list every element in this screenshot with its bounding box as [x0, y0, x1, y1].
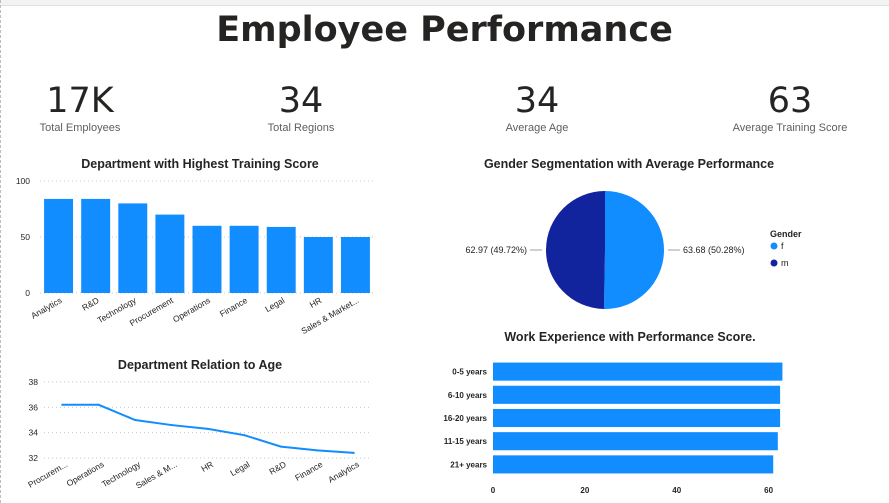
- legend-marker[interactable]: [770, 259, 778, 267]
- data-point[interactable]: [316, 449, 319, 452]
- y-tick-label: 34: [29, 428, 39, 438]
- bar[interactable]: [493, 362, 783, 381]
- bar[interactable]: [81, 198, 111, 293]
- data-point[interactable]: [243, 434, 246, 437]
- kpi-card-total-employees[interactable]: 17K Total Employees: [0, 82, 160, 134]
- bar[interactable]: [493, 408, 781, 428]
- kpi-label: Total Regions: [267, 122, 335, 134]
- y-tick-label: 11-15 years: [444, 437, 488, 446]
- pie-slice[interactable]: [546, 191, 605, 309]
- window-top-strip: [0, 0, 889, 6]
- window-left-edge: [0, 0, 2, 503]
- legend-title: Gender: [770, 229, 802, 239]
- y-tick-label: 21+ years: [450, 460, 487, 469]
- x-tick-label: 20: [580, 486, 589, 495]
- y-tick-label: 50: [21, 232, 31, 242]
- x-tick-label: Legal: [228, 459, 251, 478]
- y-tick-label: 0-5 years: [452, 368, 487, 377]
- x-tick-label: Analytics: [326, 459, 360, 485]
- x-tick-label: 60: [764, 486, 773, 495]
- kpi-label: Average Training Score: [732, 122, 848, 134]
- y-tick-label: 38: [29, 377, 39, 387]
- kpi-card-average-age[interactable]: 34 Average Age: [457, 82, 617, 134]
- x-tick-label: R&D: [267, 459, 288, 477]
- y-tick-label: 100: [16, 176, 30, 186]
- kpi-label: Average Age: [505, 122, 569, 134]
- y-tick-label: 0: [25, 288, 30, 298]
- bar[interactable]: [493, 455, 774, 474]
- x-tick-label: R&D: [80, 295, 101, 313]
- bar[interactable]: [493, 385, 781, 404]
- kpi-value: 63: [767, 81, 813, 121]
- chart-title: Department Relation to Age: [118, 358, 282, 372]
- x-tick-label: Procurem...: [26, 459, 69, 490]
- data-point[interactable]: [207, 427, 209, 430]
- x-tick-label: Finance: [218, 295, 249, 319]
- y-tick-label: 32: [29, 453, 39, 463]
- data-point[interactable]: [97, 403, 100, 406]
- chart-title: Department with Highest Training Score: [81, 157, 319, 171]
- data-point[interactable]: [134, 419, 137, 421]
- bar[interactable]: [493, 432, 778, 451]
- x-tick-label: 0: [491, 486, 496, 495]
- bar[interactable]: [118, 203, 148, 293]
- bar[interactable]: [229, 225, 259, 293]
- y-tick-label: 16-20 years: [443, 414, 487, 423]
- chart-title: Gender Segmentation with Average Perform…: [484, 157, 774, 171]
- legend-marker[interactable]: [770, 242, 778, 250]
- kpi-value: 17K: [46, 81, 114, 121]
- y-tick-label: 36: [29, 402, 39, 412]
- x-tick-label: Operations: [65, 459, 106, 488]
- page-title: Employee Performance: [216, 10, 673, 50]
- x-tick-label: Finance: [293, 459, 324, 483]
- x-tick-label: Analytics: [29, 295, 63, 321]
- x-tick-label: 40: [672, 486, 681, 495]
- kpi-value: 34: [278, 81, 324, 121]
- data-label: 62.97 (49.72%): [465, 245, 527, 255]
- data-label: 63.68 (50.28%): [683, 245, 745, 255]
- x-tick-label: Legal: [263, 295, 286, 314]
- x-tick-label: Sales & M...: [134, 459, 179, 491]
- bar[interactable]: [155, 214, 185, 293]
- bar[interactable]: [44, 198, 74, 293]
- x-tick-label: HR: [308, 295, 324, 310]
- bar[interactable]: [303, 237, 333, 293]
- data-point[interactable]: [352, 451, 355, 454]
- x-tick-label: HR: [199, 459, 215, 474]
- pie-slice[interactable]: [603, 191, 665, 309]
- y-tick-label: 6-10 years: [448, 391, 488, 400]
- x-tick-label: Operations: [171, 295, 212, 324]
- data-point[interactable]: [170, 424, 173, 427]
- kpi-card-total-regions[interactable]: 34 Total Regions: [221, 82, 381, 134]
- data-point[interactable]: [61, 403, 64, 406]
- legend-label: m: [781, 258, 789, 268]
- bar[interactable]: [192, 225, 222, 293]
- kpi-value: 34: [514, 81, 560, 121]
- kpi-label: Total Employees: [39, 122, 121, 134]
- bar[interactable]: [266, 226, 296, 293]
- legend-label: f: [781, 241, 784, 251]
- bar[interactable]: [340, 237, 370, 293]
- chart-title: Work Experience with Performance Score.: [504, 330, 755, 344]
- data-point[interactable]: [279, 445, 282, 448]
- kpi-card-average-training-score[interactable]: 63 Average Training Score: [710, 82, 870, 134]
